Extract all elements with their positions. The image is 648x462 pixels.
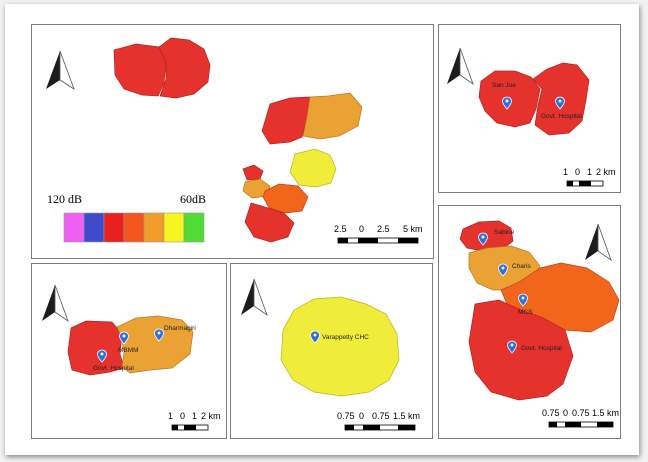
top-right-scale-label-1: 0 — [575, 167, 580, 177]
legend-swatch-5 — [163, 212, 185, 243]
legend-low-label: 60dB — [180, 192, 206, 206]
legend-high-label: 120 dB — [47, 192, 82, 206]
map-pin-icon[interactable] — [310, 330, 320, 344]
north-arrow-icon — [42, 284, 69, 323]
legend-swatch-1 — [83, 212, 105, 243]
region-south-red — [244, 202, 295, 243]
bottom-left-scale-label-1: 0 — [180, 411, 185, 421]
map-pin-icon[interactable] — [518, 293, 528, 307]
legend-swatch-2 — [103, 212, 125, 243]
bottom-right-scale-bar — [548, 421, 614, 428]
overview-scale-label-1: 0 — [359, 224, 364, 234]
bottom-right-map-panel: Sabine Charis MCS Govt. Hospital 0.75 0 … — [438, 205, 621, 439]
legend-swatch-6 — [183, 212, 205, 243]
north-arrow-icon — [241, 278, 268, 317]
marker-label-varappetty-chc: Varappetty CHC — [322, 334, 369, 341]
map-pin-icon[interactable] — [154, 328, 164, 342]
bottom-middle-scale-label-0: 0.75 — [337, 411, 355, 421]
bottom-right-scale-label-1: 0 — [563, 408, 568, 418]
top-right-scale-label-3: 2 km — [596, 167, 616, 177]
bottom-middle-map-panel: Varappetty CHC 0.75 0 0.75 1.5 km — [230, 263, 433, 439]
top-right-scale-label-0: 1 — [563, 167, 568, 177]
region-varappetty-chc — [280, 296, 400, 397]
region-central-orange — [302, 92, 363, 140]
bottom-right-scale-label-0: 0.75 — [542, 408, 560, 418]
region-small-red — [242, 164, 264, 181]
marker-label-govt-hospital: Govt. Hospital — [93, 365, 134, 372]
marker-label-san-joe: San Joe — [492, 82, 516, 89]
bottom-right-scale-label-3: 1.5 km — [592, 408, 619, 418]
marker-label-govt-hospital: Govt. Hospital — [541, 113, 582, 120]
overview-scale-label-0: 2.5 — [334, 224, 347, 234]
bottom-middle-scale-label-3: 1.5 km — [393, 411, 420, 421]
top-right-map-panel: San Joe Govt. Hospital 1 0 1 2 km — [438, 24, 621, 193]
bottom-left-map-panel: MBMM Dharmagiri Govt. Hospital 1 0 1 2 k… — [31, 263, 227, 439]
marker-label-govt-hospital: Govt. Hospital — [521, 345, 562, 352]
map-layout-sheet: 120 dB 60dB 2.5 0 2.5 5 km — [5, 4, 639, 455]
bottom-middle-scale-label-1: 0 — [359, 411, 364, 421]
region-north-west-b — [158, 37, 211, 99]
legend-swatch-4 — [143, 212, 165, 243]
region-govt-hospital — [468, 299, 574, 401]
marker-label-mbmm: MBMM — [118, 347, 139, 354]
overview-scale-label-2: 2.5 — [377, 224, 390, 234]
region-yellow — [289, 148, 337, 188]
bottom-left-scale-label-2: 1 — [192, 411, 197, 421]
map-pin-icon[interactable] — [502, 96, 512, 110]
map-pin-icon[interactable] — [119, 331, 129, 345]
map-pin-icon[interactable] — [555, 96, 565, 110]
marker-label-sabine: Sabine — [494, 229, 515, 236]
north-arrow-icon — [447, 47, 474, 86]
bottom-left-scale-bar — [171, 424, 209, 431]
top-right-scale-label-2: 1 — [587, 167, 592, 177]
region-dharmagiri — [116, 315, 194, 374]
region-north-west-a — [113, 43, 167, 97]
marker-label-dharmagiri: Dharmagiri — [164, 325, 196, 332]
bottom-middle-scale-bar — [344, 424, 416, 431]
region-orange-red — [262, 183, 309, 214]
legend-swatch-0 — [63, 212, 85, 243]
north-arrow-icon — [46, 50, 75, 90]
legend-swatch-3 — [123, 212, 145, 243]
top-right-scale-bar — [566, 180, 604, 187]
overview-map-panel: 120 dB 60dB 2.5 0 2.5 5 km — [31, 24, 434, 259]
map-pin-icon[interactable] — [498, 263, 508, 277]
bottom-left-scale-label-3: 2 km — [201, 411, 221, 421]
overview-scale-label-3: 5 km — [403, 224, 423, 234]
map-pin-icon[interactable] — [507, 340, 517, 354]
map-pin-icon[interactable] — [97, 349, 107, 363]
overview-scale-bar — [337, 237, 419, 244]
noise-level-legend — [63, 212, 205, 243]
bottom-right-scale-label-2: 0.75 — [572, 408, 590, 418]
marker-label-charis: Charis — [512, 263, 532, 270]
region-central-red — [261, 96, 311, 145]
marker-label-mcs: MCS — [518, 309, 533, 316]
north-arrow-icon — [585, 223, 612, 262]
bottom-middle-scale-label-2: 0.75 — [372, 411, 390, 421]
bottom-left-scale-label-0: 1 — [168, 411, 173, 421]
map-pin-icon[interactable] — [478, 232, 488, 246]
